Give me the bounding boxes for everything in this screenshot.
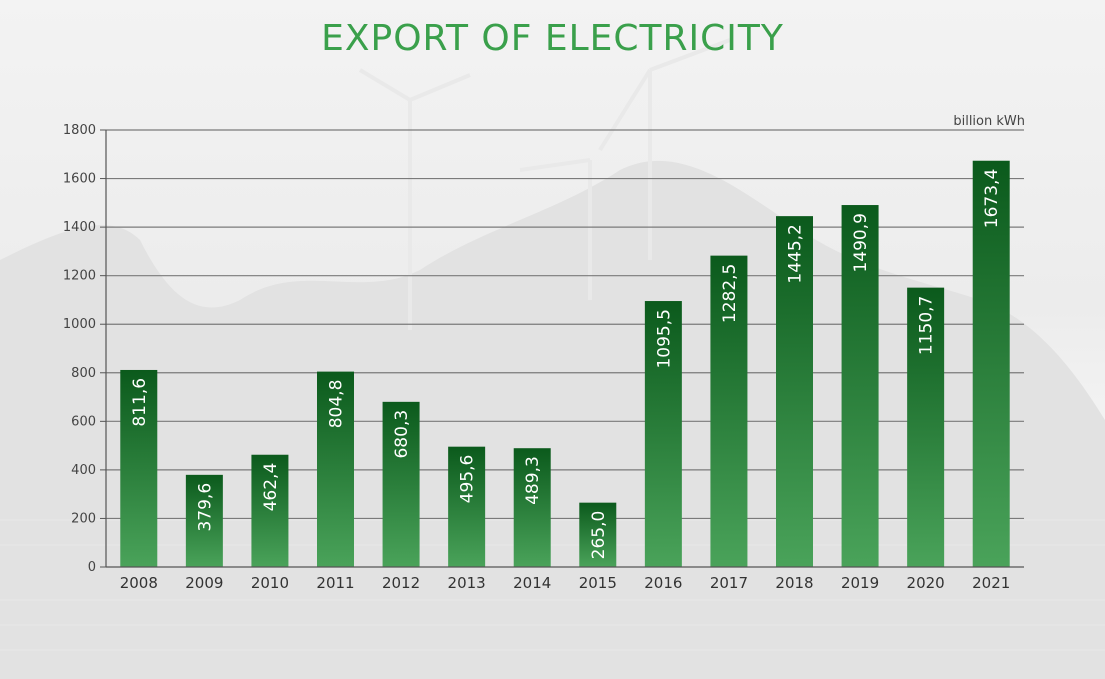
y-tick-label: 0: [88, 560, 96, 575]
data-label-2013: 495,6: [458, 455, 478, 504]
x-tick-label-2020: 2020: [907, 574, 945, 592]
x-tick-label-2016: 2016: [644, 574, 682, 592]
data-label-2012: 680,3: [392, 410, 412, 459]
x-tick-label-2015: 2015: [579, 574, 617, 592]
data-label-2020: 1150,7: [917, 296, 937, 355]
bar-2014: [513, 448, 551, 567]
x-tick-label-2008: 2008: [120, 574, 158, 592]
y-tick-label: 1800: [63, 123, 96, 138]
x-tick-label-2018: 2018: [775, 574, 813, 592]
x-tick-label-2012: 2012: [382, 574, 420, 592]
bar-2010: [251, 454, 289, 567]
x-tick-label-2017: 2017: [710, 574, 748, 592]
bar-2020: [907, 287, 945, 567]
bar-2019: [841, 205, 879, 568]
data-label-2014: 489,3: [523, 456, 543, 505]
data-label-2009: 379,6: [195, 483, 215, 532]
axes: 0 200 400 600 800 1000 1200 1400 1600 1800 2008 200…: [63, 123, 1024, 592]
x-tick-label-2019: 2019: [841, 574, 879, 592]
y-tick-label: 200: [71, 511, 96, 526]
x-tick-label-2013: 2013: [448, 574, 486, 592]
data-label-2011: 804,8: [327, 380, 347, 429]
bar-2013: [448, 446, 486, 567]
x-tick-label-2014: 2014: [513, 574, 551, 592]
data-label-2015: 265,0: [589, 511, 609, 560]
bars: 811,6 379,6 462,4 804,8 680,3 495,6 489,3 265,0…: [120, 160, 1010, 568]
y-tick-label: 1400: [63, 220, 96, 235]
bar-2017: [710, 255, 748, 567]
data-label-2008: 811,6: [130, 378, 150, 427]
bar-2008: [120, 369, 158, 567]
bar-2016: [644, 301, 682, 567]
x-tick-label-2021: 2021: [972, 574, 1010, 592]
chart-title: EXPORT OF ELECTRICITY: [321, 18, 784, 59]
data-label-2021: 1673,4: [982, 169, 1002, 228]
grid-lines: [106, 129, 1024, 520]
data-label-2016: 1095,5: [654, 309, 674, 368]
bar-2018: [776, 216, 813, 567]
y-tick-label: 1000: [63, 317, 96, 332]
data-label-2010: 462,4: [261, 463, 281, 512]
data-label-2019: 1490,9: [851, 213, 871, 272]
bar-2015: [579, 502, 617, 567]
bar-2021: [972, 160, 1010, 568]
y-tick-label: 800: [71, 366, 96, 381]
data-label-2017: 1282,5: [720, 264, 740, 323]
y-tick-label: 400: [71, 463, 96, 478]
bar-2011: [317, 371, 354, 567]
unit-label: billion kWh: [953, 114, 1025, 129]
y-tick-label: 600: [71, 414, 96, 429]
bar-2012: [382, 401, 420, 567]
y-tick-label: 1600: [63, 172, 96, 187]
data-label-2018: 1445,2: [786, 224, 806, 283]
x-tick-label-2011: 2011: [316, 574, 354, 592]
x-tick-label-2010: 2010: [251, 574, 289, 592]
bar-2009: [185, 474, 223, 567]
y-tick-label: 1200: [63, 269, 96, 284]
x-tick-label-2009: 2009: [185, 574, 223, 592]
